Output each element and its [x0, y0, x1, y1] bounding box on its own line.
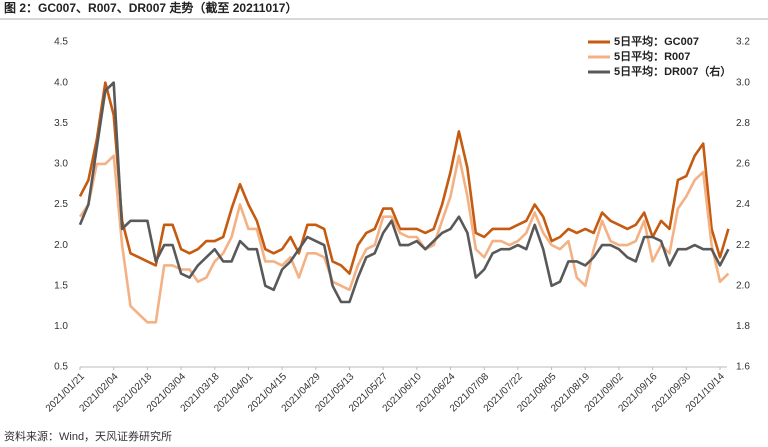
y-tick-label: 2.5 — [54, 199, 68, 210]
legend-label: 5日平均：DR007（右） — [614, 64, 731, 78]
y-tick-label: 1.0 — [54, 321, 68, 332]
series-line — [78, 81, 730, 275]
y2-tick-label: 1.6 — [736, 362, 750, 373]
legend-label: 5日平均：GC007 — [614, 34, 699, 48]
y2-tick-label: 2.2 — [736, 240, 750, 251]
y2-tick-label: 3.2 — [736, 37, 750, 48]
y-tick-label: 1.5 — [54, 280, 68, 291]
series-line — [78, 81, 730, 304]
y2-tick-label: 2.0 — [736, 280, 750, 291]
y-tick-label: 0.5 — [54, 362, 68, 373]
y2-tick-label: 2.6 — [736, 159, 750, 170]
y2-tick-label: 2.8 — [736, 118, 750, 129]
y-tick-label: 4.0 — [54, 77, 68, 88]
series-line — [78, 154, 730, 324]
y-tick-label: 2.0 — [54, 240, 68, 251]
y-tick-label: 4.5 — [54, 37, 68, 48]
y2-tick-label: 2.4 — [736, 199, 750, 210]
y-tick-label: 3.0 — [54, 159, 68, 170]
y-tick-label: 3.5 — [54, 118, 68, 129]
y2-tick-label: 1.8 — [736, 321, 750, 332]
legend-label: 5日平均：R007 — [614, 49, 690, 63]
source-note: 资料来源：Wind，天风证券研究所 — [4, 429, 172, 443]
chart-title: 图 2：GC007、R007、DR007 走势（截至 20211017） — [4, 0, 297, 15]
y2-tick-label: 3.0 — [736, 77, 750, 88]
